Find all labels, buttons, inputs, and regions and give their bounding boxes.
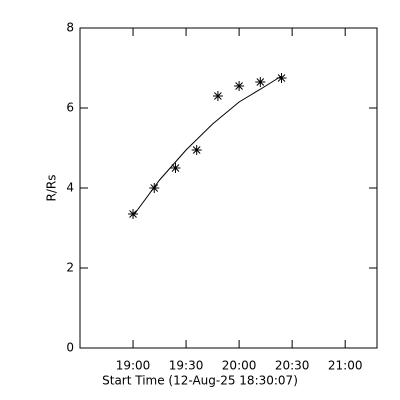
data-point <box>191 145 202 155</box>
x-tick-label: 19:30 <box>169 359 204 373</box>
x-tick-label: 19:00 <box>116 359 151 373</box>
data-point <box>128 209 139 219</box>
x-axis-label: Start Time (12-Aug-25 18:30:07) <box>102 374 298 388</box>
y-tick-label: 2 <box>66 261 74 275</box>
data-point <box>149 183 160 193</box>
x-tick-label: 20:00 <box>222 359 257 373</box>
data-point <box>255 77 266 87</box>
y-tick-label: 6 <box>66 101 74 115</box>
data-point <box>212 91 223 101</box>
y-tick-label: 8 <box>66 21 74 35</box>
data-point <box>170 163 181 173</box>
y-tick-label: 0 <box>66 341 74 355</box>
data-point <box>276 73 287 83</box>
y-tick-label: 4 <box>66 181 74 195</box>
fit-curve <box>132 75 282 217</box>
x-tick-label: 21:00 <box>328 359 363 373</box>
plot-frame <box>79 27 378 349</box>
x-tick-label: 20:30 <box>275 359 310 373</box>
y-axis-label: R/Rs <box>45 175 59 202</box>
data-point <box>234 81 245 91</box>
